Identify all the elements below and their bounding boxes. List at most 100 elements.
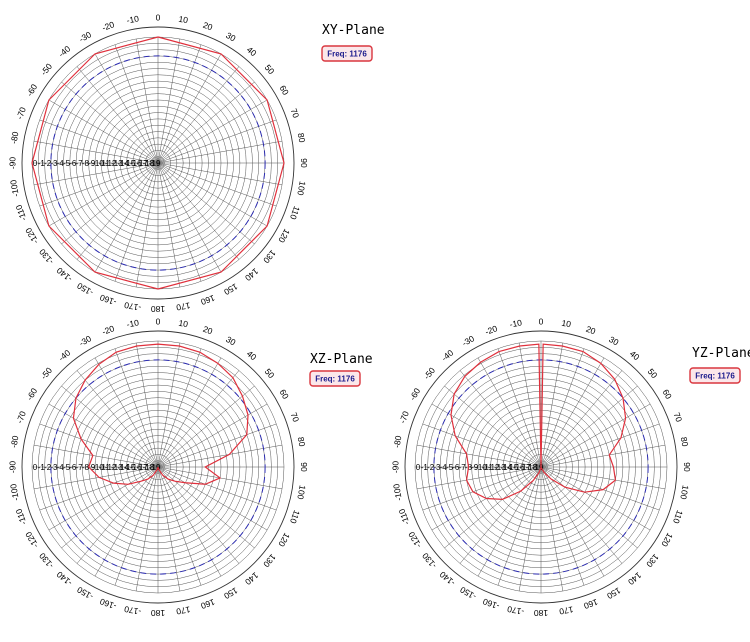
angle-tick-label: 160 <box>199 293 216 307</box>
angle-tick-label: -10 <box>126 317 140 329</box>
grid-spoke <box>157 162 222 273</box>
angle-tick-label: 60 <box>661 388 675 401</box>
angle-tick-label: -60 <box>24 386 39 402</box>
grid-spoke <box>157 44 202 164</box>
angle-tick-label: 140 <box>626 570 644 587</box>
grid-spoke <box>416 466 542 490</box>
angle-tick-label: 110 <box>288 509 302 525</box>
grid-spoke <box>540 466 651 531</box>
angle-tick-label: -50 <box>422 365 438 381</box>
angle-tick-label: 50 <box>263 62 277 76</box>
angle-tick-label: 170 <box>175 604 191 616</box>
grid-spoke <box>94 53 159 164</box>
angle-tick-label: 120 <box>276 227 292 245</box>
grid-spoke <box>157 466 268 531</box>
radial-tick-label: -19 <box>149 463 161 472</box>
angle-tick-label: -70 <box>397 409 411 424</box>
grid-spoke <box>157 162 268 227</box>
angle-tick-label: 70 <box>289 107 302 120</box>
angle-tick-label: 130 <box>261 248 278 266</box>
angle-tick-label: -100 <box>391 483 404 502</box>
grid-spoke <box>114 44 159 164</box>
angle-tick-label: 110 <box>671 509 685 525</box>
radial-tick-label: -3 <box>433 463 441 472</box>
angle-tick-label: -90 <box>7 461 17 474</box>
angle-tick-label: 70 <box>289 411 302 424</box>
radial-tick-label: -7 <box>76 159 84 168</box>
grid-spoke <box>157 385 255 468</box>
radial-tick-label: -17 <box>519 463 531 472</box>
grid-spoke <box>135 342 159 468</box>
grid-spoke <box>33 162 159 186</box>
grid-spoke <box>540 370 623 468</box>
angle-tick-label: 80 <box>296 132 308 143</box>
angle-tick-label: 160 <box>582 597 599 611</box>
angle-tick-label: -20 <box>101 323 116 337</box>
angle-tick-label: 90 <box>682 462 692 472</box>
radial-tick-label: -1 <box>38 463 46 472</box>
radial-tick-label: -16 <box>130 159 142 168</box>
grid-spoke <box>76 162 159 260</box>
angle-tick-label: -110 <box>13 507 28 526</box>
grid-spoke <box>76 466 159 564</box>
angle-tick-label: -160 <box>98 596 118 611</box>
freq-badge: Freq: 1176 <box>321 45 373 62</box>
angle-tick-label: 120 <box>276 531 292 549</box>
grid-spoke <box>477 357 542 468</box>
freq-badge-box <box>321 45 373 62</box>
radial-tick-label: -5 <box>63 159 71 168</box>
angle-tick-label: 40 <box>628 348 642 362</box>
radial-tick-label: -16 <box>130 463 142 472</box>
grid-spoke <box>540 466 666 490</box>
grid-spoke <box>48 466 159 531</box>
radial-tick-label: -18 <box>526 463 538 472</box>
grid-spoke <box>540 466 638 549</box>
radial-tick-label: -16 <box>513 463 525 472</box>
radial-tick-label: -4 <box>440 463 448 472</box>
grid-spoke <box>157 66 240 164</box>
angle-tick-label: 80 <box>296 436 308 447</box>
angle-tick-label: -90 <box>390 461 400 474</box>
plane-title: YZ-Plane <box>692 346 750 361</box>
angle-tick-label: -160 <box>481 596 501 611</box>
grid-spoke <box>39 162 159 207</box>
angle-tick-label: -70 <box>14 409 28 424</box>
radial-tick-label: -11 <box>482 463 494 472</box>
radial-tick-label: -1 <box>38 159 46 168</box>
angle-tick-label: 10 <box>178 14 189 26</box>
radial-tick-label: 0 <box>416 463 421 472</box>
grid-spoke <box>48 403 159 468</box>
angle-tick-label: -80 <box>8 131 20 145</box>
radial-tick-label: -4 <box>57 463 65 472</box>
grid-spoke <box>540 466 623 564</box>
radial-tick-label: -1 <box>421 463 429 472</box>
radial-tick-label: -2 <box>44 159 52 168</box>
grid-spoke <box>61 385 159 468</box>
grid-spoke <box>39 119 159 164</box>
freq-badge: Freq: 1176 <box>689 367 741 384</box>
grid-spoke <box>39 466 159 511</box>
radial-tick-label: -18 <box>143 159 155 168</box>
angle-tick-label: -20 <box>101 19 116 33</box>
grid-spoke <box>135 162 159 288</box>
angle-tick-label: 120 <box>659 531 675 549</box>
grid-spoke <box>135 38 159 164</box>
angle-tick-label: -100 <box>8 483 21 502</box>
grid-spoke <box>157 466 181 592</box>
radial-tick-label: -9 <box>88 463 96 472</box>
angle-tick-label: -150 <box>75 585 95 602</box>
angle-tick-label: -150 <box>75 281 95 298</box>
grid-spoke <box>518 466 542 592</box>
angle-tick-label: 50 <box>646 366 660 380</box>
angle-tick-label: -20 <box>484 323 499 337</box>
angle-tick-label: -110 <box>13 203 28 222</box>
pattern-curve <box>450 343 627 501</box>
grid-spoke <box>444 385 542 468</box>
angle-tick-label: -40 <box>439 347 455 363</box>
radial-tick-label: -15 <box>124 159 136 168</box>
angle-tick-label: -120 <box>406 530 423 550</box>
grid-spoke <box>33 444 159 468</box>
grid-spoke <box>157 162 202 282</box>
plane-title: XY-Plane <box>322 23 385 38</box>
grid-spoke <box>135 466 159 592</box>
